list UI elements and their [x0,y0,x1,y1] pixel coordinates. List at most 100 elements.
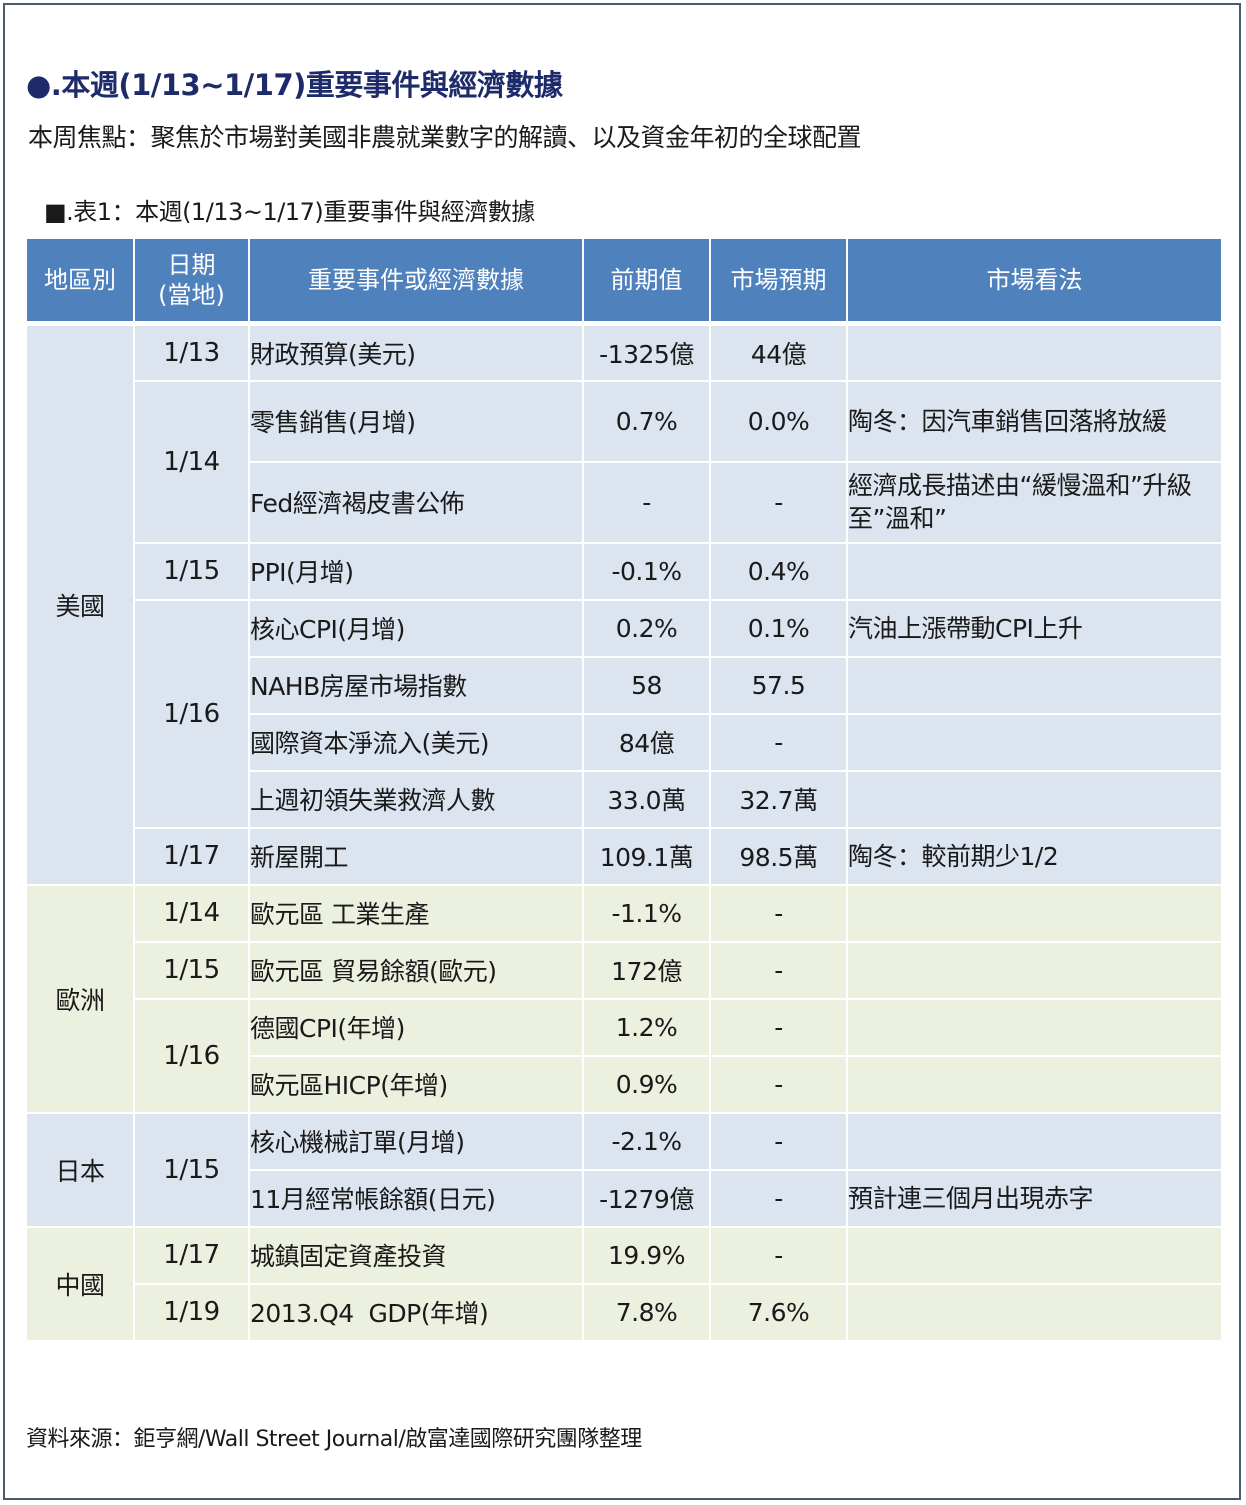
view-cell: 陶冬：較前期少1/2 [846,826,1223,886]
view-cell [846,940,1223,1000]
event-cell: NAHB房屋市場指數 [248,655,584,715]
view-cell [846,712,1223,772]
report-frame [3,3,1241,1500]
table-row: 1/15 歐元區 貿易餘額(歐元) 172億 - [26,940,1223,1000]
date-cell: 1/13 [133,321,250,382]
expected-cell: 98.5萬 [709,826,848,886]
previous-cell: 84億 [582,712,711,772]
table-row: 日本 1/15 核心機械訂單(月增) -2.1% - [25,1111,1223,1228]
table-row: 美國 1/13 財政預算(美元) -1325億 44億 [25,321,1223,886]
table-row: 1/14 零售銷售(月增) 0.7% 0.0% 陶冬：因汽車銷售回落將放緩 [26,379,1223,544]
event-cell: 零售銷售(月增) [248,379,584,463]
header-event: 重要事件或經濟數據 [248,237,584,325]
previous-cell: 172億 [582,940,711,1000]
event-cell: 上週初領失業救濟人數 [248,769,584,829]
event-cell: 歐元區HICP(年增) [248,1054,584,1114]
event-cell: 新屋開工 [248,826,584,886]
expected-cell: - [709,1225,848,1285]
expected-cell: - [709,1168,848,1228]
expected-cell: - [709,460,848,544]
table-row: 中國 1/17 城鎮固定資產投資 19.9% - [25,1225,1223,1342]
date-cell: 1/16 [133,997,250,1114]
expected-cell: 32.7萬 [709,769,848,829]
view-cell [846,1111,1223,1171]
expected-cell: 0.0% [709,379,848,463]
previous-cell: 33.0萬 [582,769,711,829]
expected-cell: - [709,997,848,1057]
expected-cell: 44億 [709,321,848,382]
date-cell: 1/15 [133,541,250,601]
header-date-line1: 日期 [167,251,216,279]
header-expected: 市場預期 [709,237,848,325]
event-cell: 核心CPI(月增) [248,598,584,658]
event-cell: 歐元區 貿易餘額(歐元) [248,940,584,1000]
view-cell [846,883,1223,943]
previous-cell: -1279億 [582,1168,711,1228]
previous-cell: 0.2% [582,598,711,658]
table-row: 歐元區HICP(年增) 0.9% - [26,1054,1223,1114]
previous-cell: 1.2% [582,997,711,1057]
date-cell: 1/17 [133,1225,250,1285]
previous-cell: 7.8% [582,1282,711,1342]
expected-cell: 0.1% [709,598,848,658]
event-cell: 歐元區 工業生產 [248,883,584,943]
region-cell-eu: 歐洲 [25,883,135,1114]
previous-cell: - [582,460,711,544]
previous-cell: 109.1萬 [582,826,711,886]
view-cell [846,1054,1223,1114]
view-cell: 汽油上漲帶動CPI上升 [846,598,1223,658]
page-title: ●.本週(1/13~1/17)重要事件與經濟數據 [26,68,563,102]
date-cell: 1/14 [133,379,250,544]
view-cell [846,1225,1223,1285]
expected-cell: - [709,940,848,1000]
header-date-line2: (當地) [158,281,225,309]
table-row: 1/15 PPI(月增) -0.1% 0.4% [26,541,1223,601]
view-cell: 陶冬：因汽車銷售回落將放緩 [846,379,1223,463]
focus-statement: 本周焦點：聚焦於市場對美國非農就業數字的解讀、以及資金年初的全球配置 [28,123,862,152]
table-row: 上週初領失業救濟人數 33.0萬 32.7萬 [26,769,1223,829]
table-row: 國際資本淨流入(美元) 84億 - [26,712,1223,772]
expected-cell: - [709,883,848,943]
previous-cell: 0.7% [582,379,711,463]
event-cell: 核心機械訂單(月增) [248,1111,584,1171]
view-cell [846,541,1223,601]
view-cell [846,321,1223,382]
header-previous: 前期值 [582,237,711,325]
event-cell: PPI(月增) [248,541,584,601]
table-row: 1/19 2013.Q4 GDP(年增) 7.8% 7.6% [26,1282,1223,1342]
date-cell: 1/15 [133,940,250,1000]
event-cell: 國際資本淨流入(美元) [248,712,584,772]
event-cell: 11月經常帳餘額(日元) [248,1168,584,1228]
table-row: 1/16 德國CPI(年增) 1.2% - [26,997,1223,1114]
event-cell: 德國CPI(年增) [248,997,584,1057]
table-caption: ■.表1：本週(1/13~1/17)重要事件與經濟數據 [44,198,535,226]
expected-cell: - [709,1111,848,1171]
expected-cell: 0.4% [709,541,848,601]
table-row: NAHB房屋市場指數 58 57.5 [26,655,1223,715]
previous-cell: -1325億 [582,321,711,382]
view-cell [846,997,1223,1057]
view-cell [846,769,1223,829]
table-row: 1/17 新屋開工 109.1萬 98.5萬 陶冬：較前期少1/2 [26,826,1223,886]
header-region: 地區別 [25,237,135,325]
events-table: 地區別 日期 (當地) 重要事件或經濟數據 前期值 市場預期 市場看法 美國 1… [25,237,1223,1342]
table-row: Fed經濟褐皮書公佈 - - 經濟成長描述由“緩慢溫和”升級至”溫和” [26,460,1223,544]
region-cell-jp: 日本 [25,1111,135,1228]
previous-cell: 0.9% [582,1054,711,1114]
previous-cell: -2.1% [582,1111,711,1171]
date-cell: 1/16 [133,598,250,829]
date-cell: 1/14 [133,883,250,943]
event-cell: 城鎮固定資產投資 [248,1225,584,1285]
expected-cell: - [709,1054,848,1114]
table-row: 1/16 核心CPI(月增) 0.2% 0.1% 汽油上漲帶動CPI上升 [26,598,1223,829]
previous-cell: 58 [582,655,711,715]
event-cell: 財政預算(美元) [248,321,584,382]
view-cell: 預計連三個月出現赤字 [846,1168,1223,1228]
previous-cell: -1.1% [582,883,711,943]
region-cell-cn: 中國 [25,1225,135,1342]
event-cell: Fed經濟褐皮書公佈 [248,460,584,544]
table-row: 11月經常帳餘額(日元) -1279億 - 預計連三個月出現赤字 [26,1168,1223,1228]
table-header-row: 地區別 日期 (當地) 重要事件或經濟數據 前期值 市場預期 市場看法 [25,237,1223,325]
date-cell: 1/19 [133,1282,250,1342]
header-view: 市場看法 [846,237,1223,325]
